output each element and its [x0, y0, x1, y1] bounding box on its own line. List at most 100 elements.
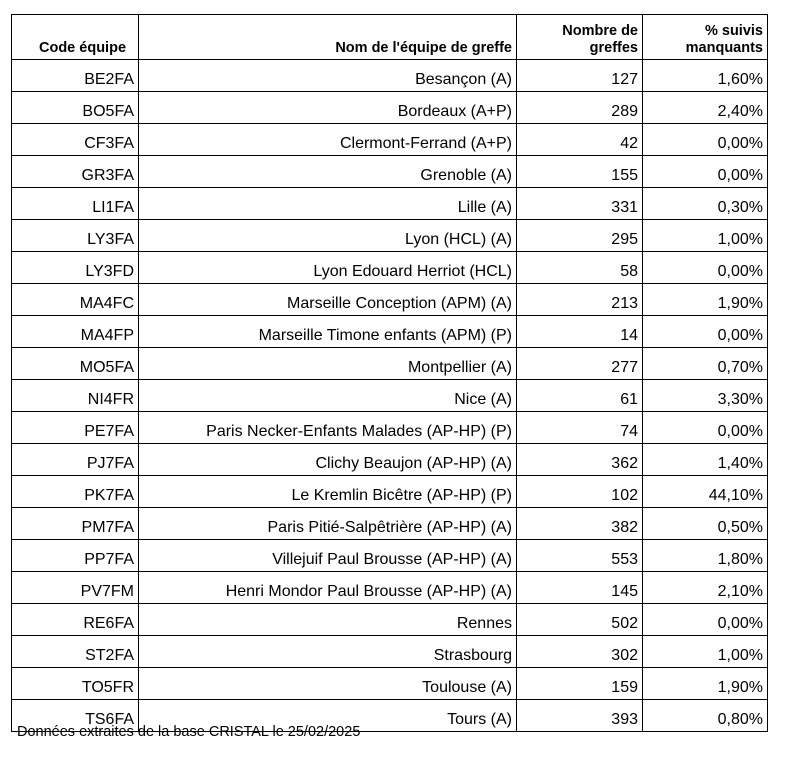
cell-code: MA4FP	[11, 315, 139, 348]
cell-pct: 1,90%	[642, 667, 768, 700]
source-footnote: Données extraites de la base CRISTAL le …	[17, 724, 361, 740]
cell-count: 145	[516, 571, 643, 604]
cell-code: PE7FA	[11, 411, 139, 444]
cell-code: PM7FA	[11, 507, 139, 540]
cell-pct: 0,70%	[642, 347, 768, 380]
table-row: RE6FA Rennes 502 0,00%	[11, 603, 768, 636]
cell-count: 331	[516, 187, 643, 220]
cell-pct: 0,00%	[642, 155, 768, 188]
cell-pct: 0,00%	[642, 251, 768, 284]
table-row: GR3FA Grenoble (A) 155 0,00%	[11, 155, 768, 188]
cell-pct: 1,40%	[642, 443, 768, 476]
table-row: ST2FA Strasbourg 302 1,00%	[11, 635, 768, 668]
cell-pct: 0,50%	[642, 507, 768, 540]
cell-name: Le Kremlin Bicêtre (AP-HP) (P)	[138, 475, 517, 508]
table-row: PM7FA Paris Pitié-Salpêtrière (AP-HP) (A)…	[11, 507, 768, 540]
cell-name: Toulouse (A)	[138, 667, 517, 700]
table-row: BO5FA Bordeaux (A+P) 289 2,40%	[11, 91, 768, 124]
table-row: PJ7FA Clichy Beaujon (AP-HP) (A) 362 1,40%	[11, 443, 768, 476]
cell-count: 289	[516, 91, 643, 124]
cell-name: Besançon (A)	[138, 59, 517, 92]
cell-code: PP7FA	[11, 539, 139, 572]
cell-pct: 2,10%	[642, 571, 768, 604]
cell-name: Montpellier (A)	[138, 347, 517, 380]
cell-name: Henri Mondor Paul Brousse (AP-HP) (A)	[138, 571, 517, 604]
cell-pct: 0,00%	[642, 603, 768, 636]
cell-name: Bordeaux (A+P)	[138, 91, 517, 124]
cell-pct: 1,60%	[642, 59, 768, 92]
cell-code: BO5FA	[11, 91, 139, 124]
cell-name: Grenoble (A)	[138, 155, 517, 188]
cell-name: Marseille Conception (APM) (A)	[138, 283, 517, 316]
cell-count: 155	[516, 155, 643, 188]
cell-code: LY3FA	[11, 219, 139, 252]
table-row: NI4FR Nice (A) 61 3,30%	[11, 379, 768, 412]
table-row: LI1FA Lille (A) 331 0,30%	[11, 187, 768, 220]
cell-pct: 1,80%	[642, 539, 768, 572]
cell-code: MO5FA	[11, 347, 139, 380]
cell-count: 159	[516, 667, 643, 700]
table-row: LY3FD Lyon Edouard Herriot (HCL) 58 0,00%	[11, 251, 768, 284]
cell-count: 42	[516, 123, 643, 156]
cell-name: Marseille Timone enfants (APM) (P)	[138, 315, 517, 348]
cell-code: RE6FA	[11, 603, 139, 636]
cell-name: Clichy Beaujon (AP-HP) (A)	[138, 443, 517, 476]
header-count: Nombre de greffes	[516, 14, 643, 60]
header-pct: % suivis manquants	[642, 14, 768, 60]
cell-count: 102	[516, 475, 643, 508]
cell-count: 553	[516, 539, 643, 572]
cell-pct: 0,00%	[642, 411, 768, 444]
table-body: BE2FA Besançon (A) 127 1,60% BO5FA Bordeaux (…	[11, 59, 768, 732]
cell-code: GR3FA	[11, 155, 139, 188]
cell-code: TO5FR	[11, 667, 139, 700]
cell-code: BE2FA	[11, 59, 139, 92]
cell-count: 58	[516, 251, 643, 284]
cell-code: LY3FD	[11, 251, 139, 284]
cell-count: 382	[516, 507, 643, 540]
table-row: PK7FA Le Kremlin Bicêtre (AP-HP) (P) 102 44…	[11, 475, 768, 508]
cell-code: LI1FA	[11, 187, 139, 220]
table-row: LY3FA Lyon (HCL) (A) 295 1,00%	[11, 219, 768, 252]
cell-code: MA4FC	[11, 283, 139, 316]
cell-code: ST2FA	[11, 635, 139, 668]
table-row: MO5FA Montpellier (A) 277 0,70%	[11, 347, 768, 380]
cell-count: 502	[516, 603, 643, 636]
cell-count: 393	[516, 699, 643, 732]
table-row: PP7FA Villejuif Paul Brousse (AP-HP) (A) 5…	[11, 539, 768, 572]
graft-team-table: Code équipe Nom de l'équipe de greffe No…	[11, 14, 768, 732]
header-name: Nom de l'équipe de greffe	[138, 14, 517, 60]
cell-name: Tours (A)	[138, 699, 517, 732]
cell-code: NI4FR	[11, 379, 139, 412]
table-row: CF3FA Clermont-Ferrand (A+P) 42 0,00%	[11, 123, 768, 156]
table-header-row: Code équipe Nom de l'équipe de greffe No…	[11, 14, 768, 60]
cell-pct: 0,80%	[642, 699, 768, 732]
cell-code: PJ7FA	[11, 443, 139, 476]
cell-code: TS6FA	[11, 699, 139, 732]
cell-name: Lyon Edouard Herriot (HCL)	[138, 251, 517, 284]
cell-name: Nice (A)	[138, 379, 517, 412]
cell-count: 74	[516, 411, 643, 444]
table-row: TO5FR Toulouse (A) 159 1,90%	[11, 667, 768, 700]
table-row: PE7FA Paris Necker-Enfants Malades (AP-HP…	[11, 411, 768, 444]
header-code: Code équipe	[11, 14, 139, 60]
cell-pct: 1,00%	[642, 635, 768, 668]
cell-pct: 0,30%	[642, 187, 768, 220]
cell-count: 302	[516, 635, 643, 668]
table-row: MA4FC Marseille Conception (APM) (A) 213 1,…	[11, 283, 768, 316]
cell-pct: 0,00%	[642, 315, 768, 348]
cell-pct: 44,10%	[642, 475, 768, 508]
cell-name: Clermont-Ferrand (A+P)	[138, 123, 517, 156]
cell-pct: 2,40%	[642, 91, 768, 124]
cell-pct: 1,90%	[642, 283, 768, 316]
cell-count: 295	[516, 219, 643, 252]
cell-count: 14	[516, 315, 643, 348]
cell-code: PV7FM	[11, 571, 139, 604]
cell-count: 61	[516, 379, 643, 412]
cell-count: 127	[516, 59, 643, 92]
cell-pct: 0,00%	[642, 123, 768, 156]
cell-name: Paris Necker-Enfants Malades (AP-HP) (P)	[138, 411, 517, 444]
cell-count: 362	[516, 443, 643, 476]
cell-code: CF3FA	[11, 123, 139, 156]
table-row: PV7FM Henri Mondor Paul Brousse (AP-HP) (…	[11, 571, 768, 604]
cell-name: Paris Pitié-Salpêtrière (AP-HP) (A)	[138, 507, 517, 540]
